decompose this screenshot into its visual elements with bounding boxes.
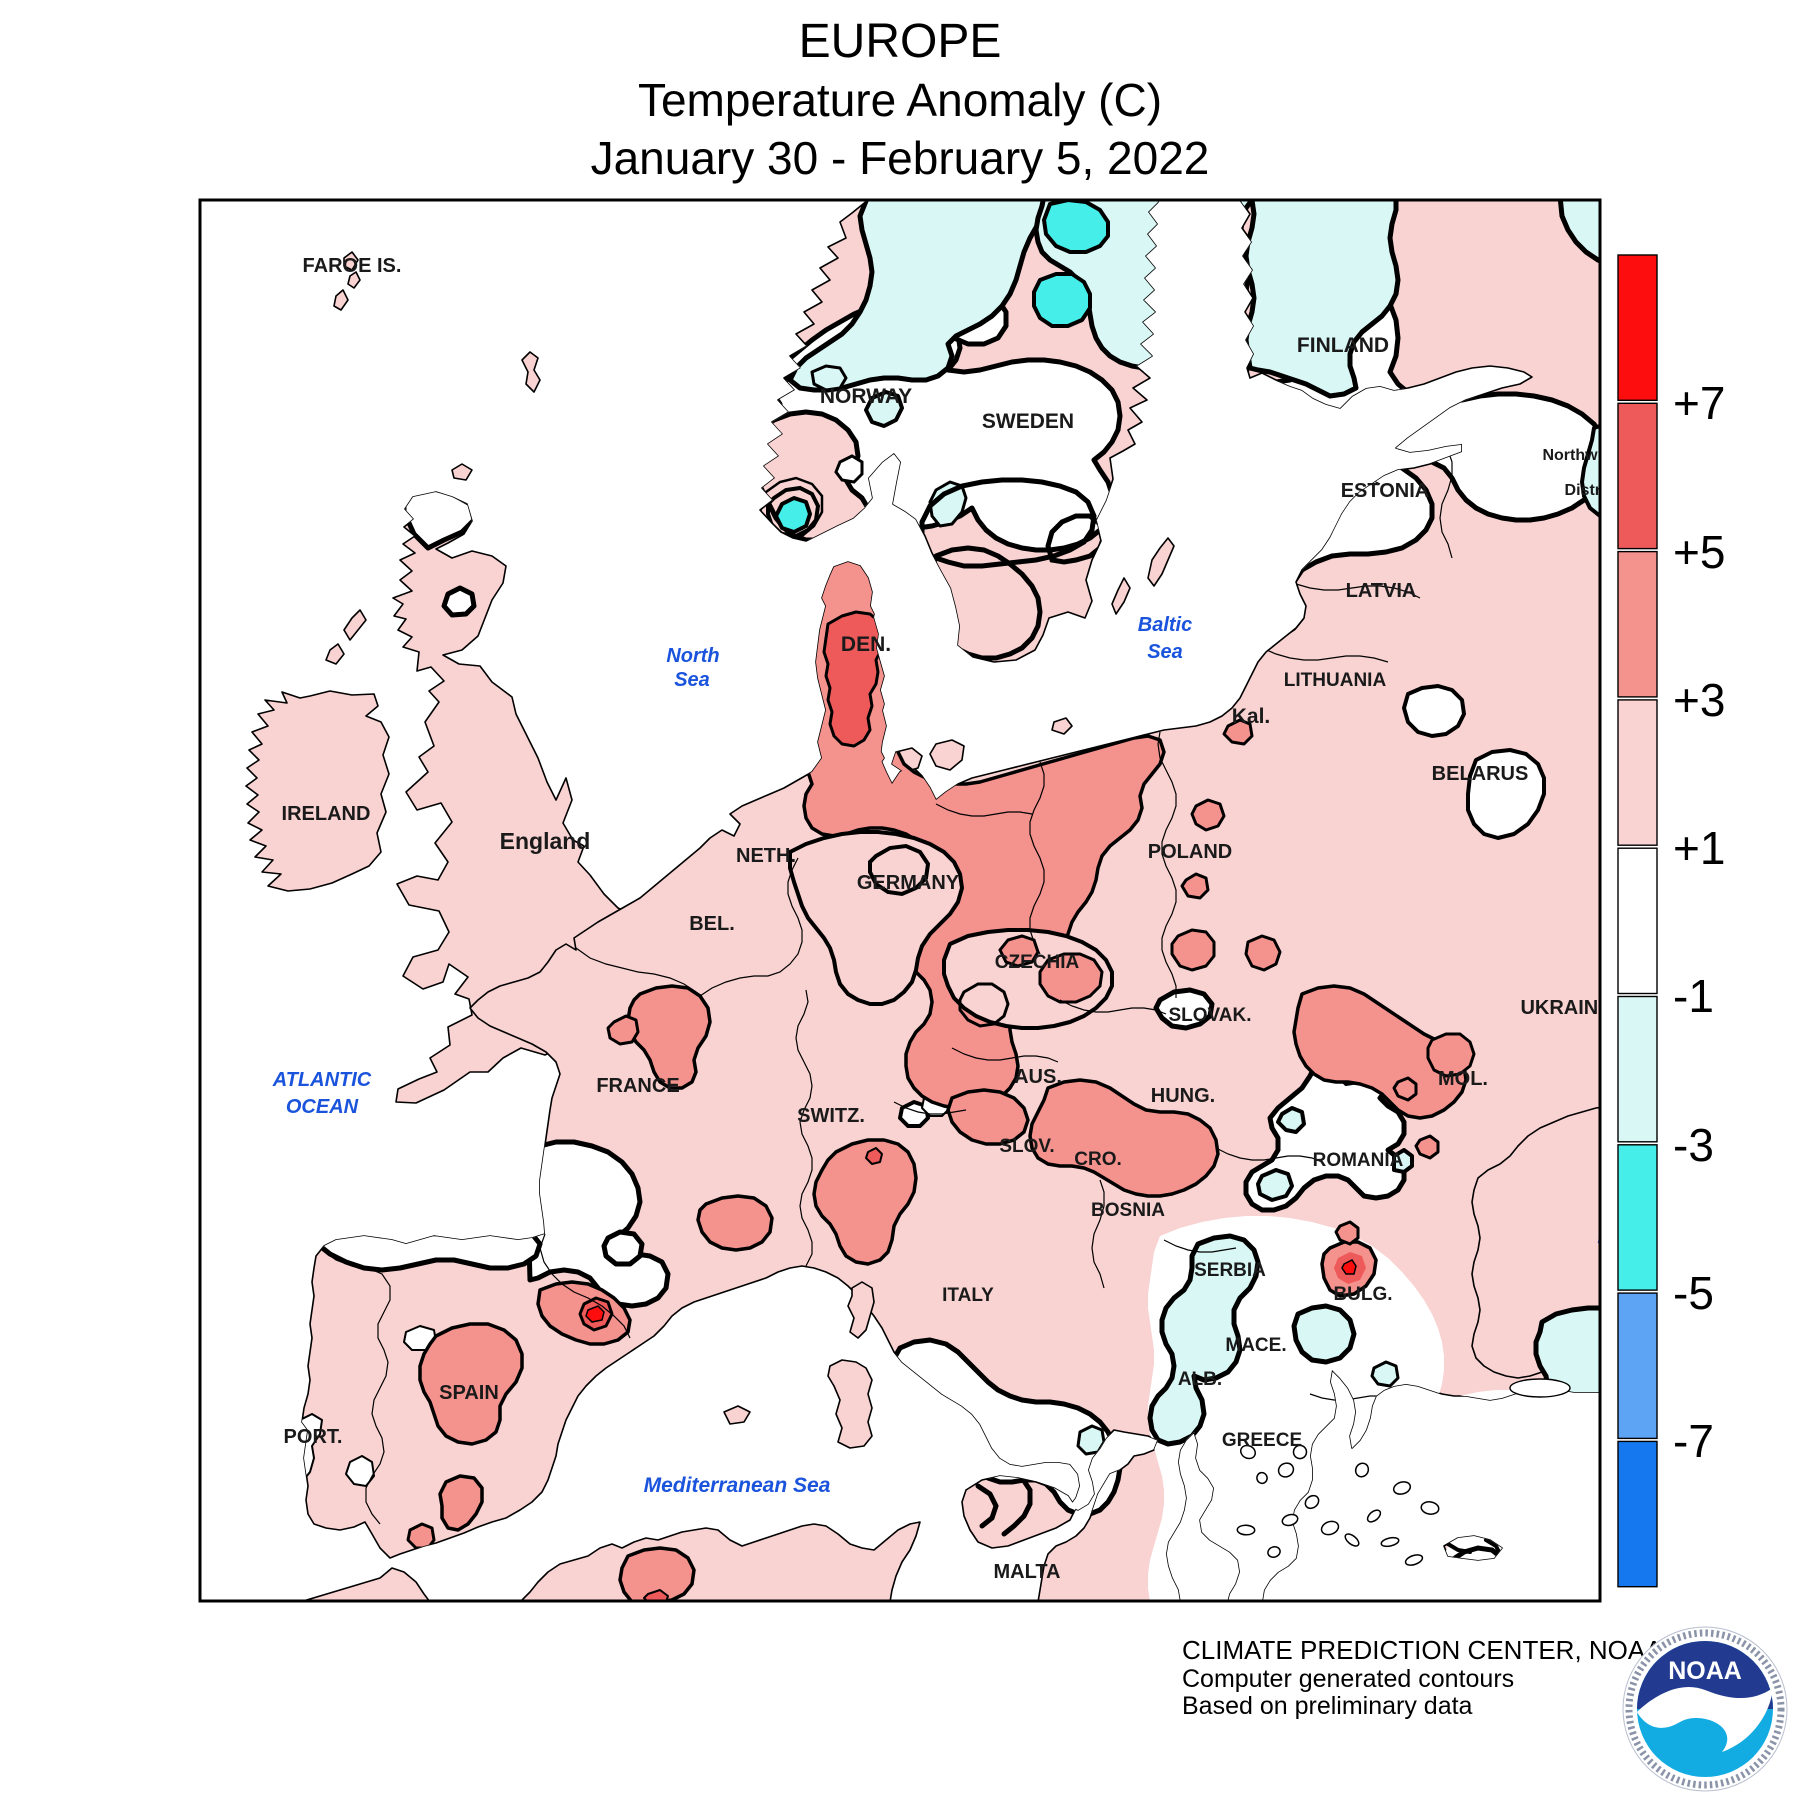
svg-text:FAROE IS.: FAROE IS. (303, 255, 402, 277)
svg-text:DEN.: DEN. (841, 633, 891, 656)
svg-text:+1: +1 (1673, 822, 1725, 874)
svg-text:IRELAND: IRELAND (282, 803, 371, 825)
svg-text:-5: -5 (1673, 1267, 1714, 1319)
svg-text:LITHUANIA: LITHUANIA (1284, 670, 1387, 691)
svg-text:-1: -1 (1673, 970, 1714, 1022)
svg-text:January 30 - February 5, 2022: January 30 - February 5, 2022 (591, 132, 1210, 184)
svg-text:NOAA: NOAA (1668, 1657, 1742, 1685)
svg-text:SERBIA: SERBIA (1194, 1260, 1266, 1281)
svg-text:LATVIA: LATVIA (1346, 580, 1417, 602)
svg-text:Computer generated contours: Computer generated contours (1182, 1665, 1514, 1693)
svg-text:North: North (666, 645, 719, 667)
svg-text:Sea: Sea (674, 669, 710, 691)
svg-text:ROMANIA: ROMANIA (1313, 1150, 1404, 1171)
svg-text:SWITZ.: SWITZ. (797, 1105, 865, 1127)
svg-text:Based on preliminary data: Based on preliminary data (1182, 1692, 1473, 1720)
svg-text:Mediterranean Sea: Mediterranean Sea (644, 1474, 831, 1497)
svg-text:Northw: Northw (1542, 447, 1598, 464)
svg-text:SLOV.: SLOV. (999, 1136, 1054, 1157)
svg-text:BELARUS: BELARUS (1432, 763, 1529, 785)
svg-text:SLOVAK.: SLOVAK. (1168, 1005, 1251, 1026)
svg-text:CZECHIA: CZECHIA (995, 952, 1080, 973)
svg-text:HUNG.: HUNG. (1151, 1085, 1215, 1107)
svg-text:AUS.: AUS. (1014, 1066, 1062, 1088)
svg-text:POLAND: POLAND (1148, 841, 1232, 863)
svg-text:GERMANY: GERMANY (857, 872, 960, 894)
svg-text:ALB.: ALB. (1178, 1369, 1222, 1390)
svg-text:ESTONIA: ESTONIA (1341, 480, 1430, 502)
svg-text:FINLAND: FINLAND (1297, 334, 1389, 357)
svg-text:UKRAINE: UKRAINE (1520, 997, 1611, 1019)
svg-text:Temperature Anomaly (C): Temperature Anomaly (C) (638, 74, 1162, 126)
svg-text:Kal.: Kal. (1232, 705, 1271, 728)
svg-text:OCEAN: OCEAN (286, 1096, 359, 1118)
svg-text:ATLANTIC: ATLANTIC (272, 1069, 372, 1091)
svg-text:CLIMATE PREDICTION CENTER, NOA: CLIMATE PREDICTION CENTER, NOAA (1182, 1635, 1663, 1665)
svg-text:GREECE: GREECE (1222, 1430, 1302, 1451)
svg-text:MOL.: MOL. (1438, 1068, 1488, 1090)
svg-text:SWEDEN: SWEDEN (982, 410, 1074, 433)
svg-text:+5: +5 (1673, 526, 1725, 578)
svg-text:Baltic: Baltic (1138, 614, 1192, 636)
svg-text:EUROPE: EUROPE (799, 15, 1002, 68)
svg-text:England: England (500, 828, 591, 854)
svg-text:ITALY: ITALY (942, 1285, 994, 1306)
svg-text:SPAIN: SPAIN (439, 1382, 499, 1404)
svg-text:NETH.: NETH. (736, 845, 796, 867)
svg-text:PORT.: PORT. (284, 1426, 343, 1448)
svg-text:Sea: Sea (1147, 641, 1183, 663)
svg-text:MALTA: MALTA (993, 1561, 1060, 1583)
svg-text:-7: -7 (1673, 1415, 1714, 1467)
svg-text:BOSNIA: BOSNIA (1091, 1200, 1165, 1221)
svg-text:+7: +7 (1673, 377, 1725, 429)
svg-text:-3: -3 (1673, 1119, 1714, 1171)
svg-text:MACE.: MACE. (1225, 1335, 1286, 1356)
svg-text:NORWAY: NORWAY (820, 385, 912, 408)
svg-text:+3: +3 (1673, 674, 1725, 726)
svg-text:Distri: Distri (1565, 482, 1606, 499)
svg-text:CRO.: CRO. (1074, 1149, 1122, 1170)
svg-text:BULG.: BULG. (1333, 1284, 1392, 1305)
svg-text:FRANCE: FRANCE (596, 1075, 679, 1097)
svg-text:BEL.: BEL. (689, 913, 735, 935)
